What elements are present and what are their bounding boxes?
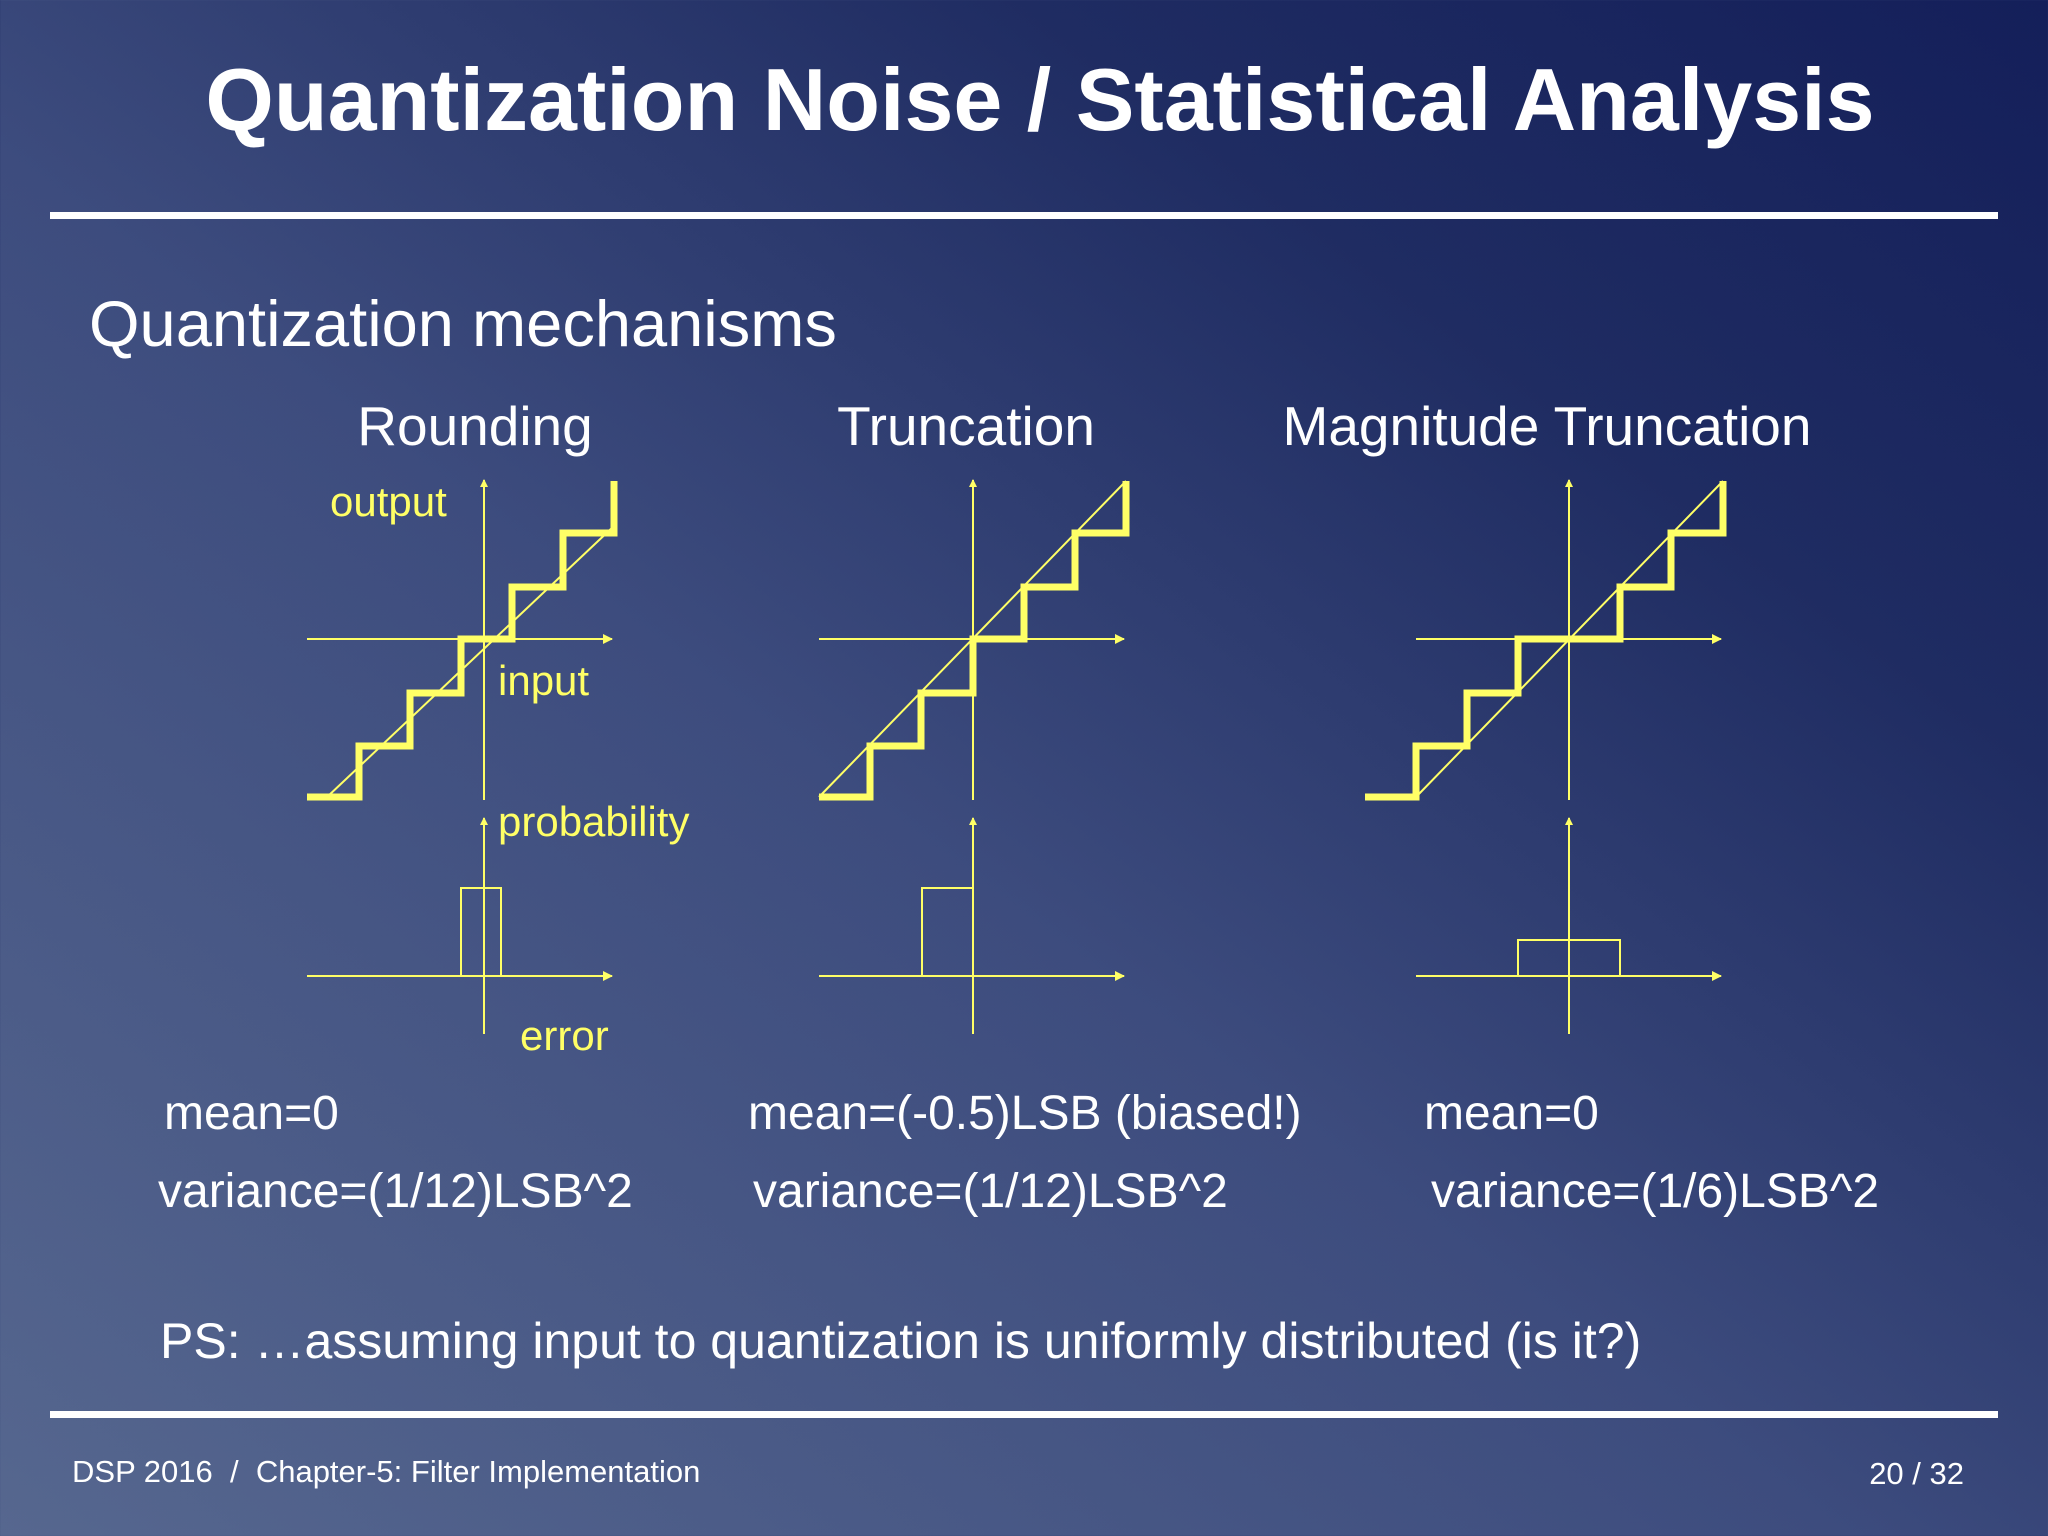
footer-course: DSP 2016 / Chapter-5: Filter Implementat… bbox=[72, 1454, 701, 1489]
probability-axis-label: probability bbox=[498, 798, 690, 845]
truncation-mean: mean=(-0.5)LSB (biased!) bbox=[748, 1087, 1302, 1140]
rounding-mean: mean=0 bbox=[164, 1087, 339, 1140]
magnitude-truncation-staircase bbox=[1365, 481, 1727, 801]
truncation-transfer-plot bbox=[818, 479, 1130, 801]
slide-title: Quantization Noise / Statistical Analysi… bbox=[205, 50, 1875, 149]
magnitude-truncation-uniform-pdf bbox=[1517, 939, 1621, 977]
magnitude-truncation-variance: variance=(1/6)LSB^2 bbox=[1431, 1165, 1880, 1218]
rounding-uniform-pdf bbox=[460, 887, 502, 977]
truncation-uniform-pdf bbox=[921, 887, 974, 977]
output-axis-label: output bbox=[330, 478, 447, 525]
section-subtitle: Quantization mechanisms bbox=[89, 287, 837, 360]
rounding-staircase bbox=[307, 481, 618, 801]
truncation-variance: variance=(1/12)LSB^2 bbox=[753, 1165, 1228, 1218]
input-axis-label: input bbox=[498, 657, 590, 704]
rounding-title: Rounding bbox=[357, 395, 593, 457]
magnitude-truncation-title: Magnitude Truncation bbox=[1282, 395, 1812, 457]
rounding-error-pdf bbox=[307, 817, 613, 1034]
assumption-note: PS: …assuming input to quantization is u… bbox=[160, 1313, 1642, 1369]
magnitude-truncation-mean: mean=0 bbox=[1424, 1087, 1599, 1140]
magnitude-truncation-transfer-plot bbox=[1365, 479, 1727, 801]
truncation-title: Truncation bbox=[837, 395, 1095, 457]
title-divider bbox=[50, 212, 1998, 219]
rounding-transfer-plot bbox=[307, 479, 618, 801]
truncation-error-pdf bbox=[819, 817, 1125, 1034]
page-number: 20 / 32 bbox=[1869, 1456, 1964, 1491]
error-axis-label: error bbox=[520, 1012, 609, 1059]
rounding-variance: variance=(1/12)LSB^2 bbox=[158, 1165, 633, 1218]
truncation-staircase bbox=[819, 481, 1130, 801]
footer-divider bbox=[50, 1411, 1998, 1418]
magnitude-truncation-error-pdf bbox=[1416, 817, 1722, 1034]
